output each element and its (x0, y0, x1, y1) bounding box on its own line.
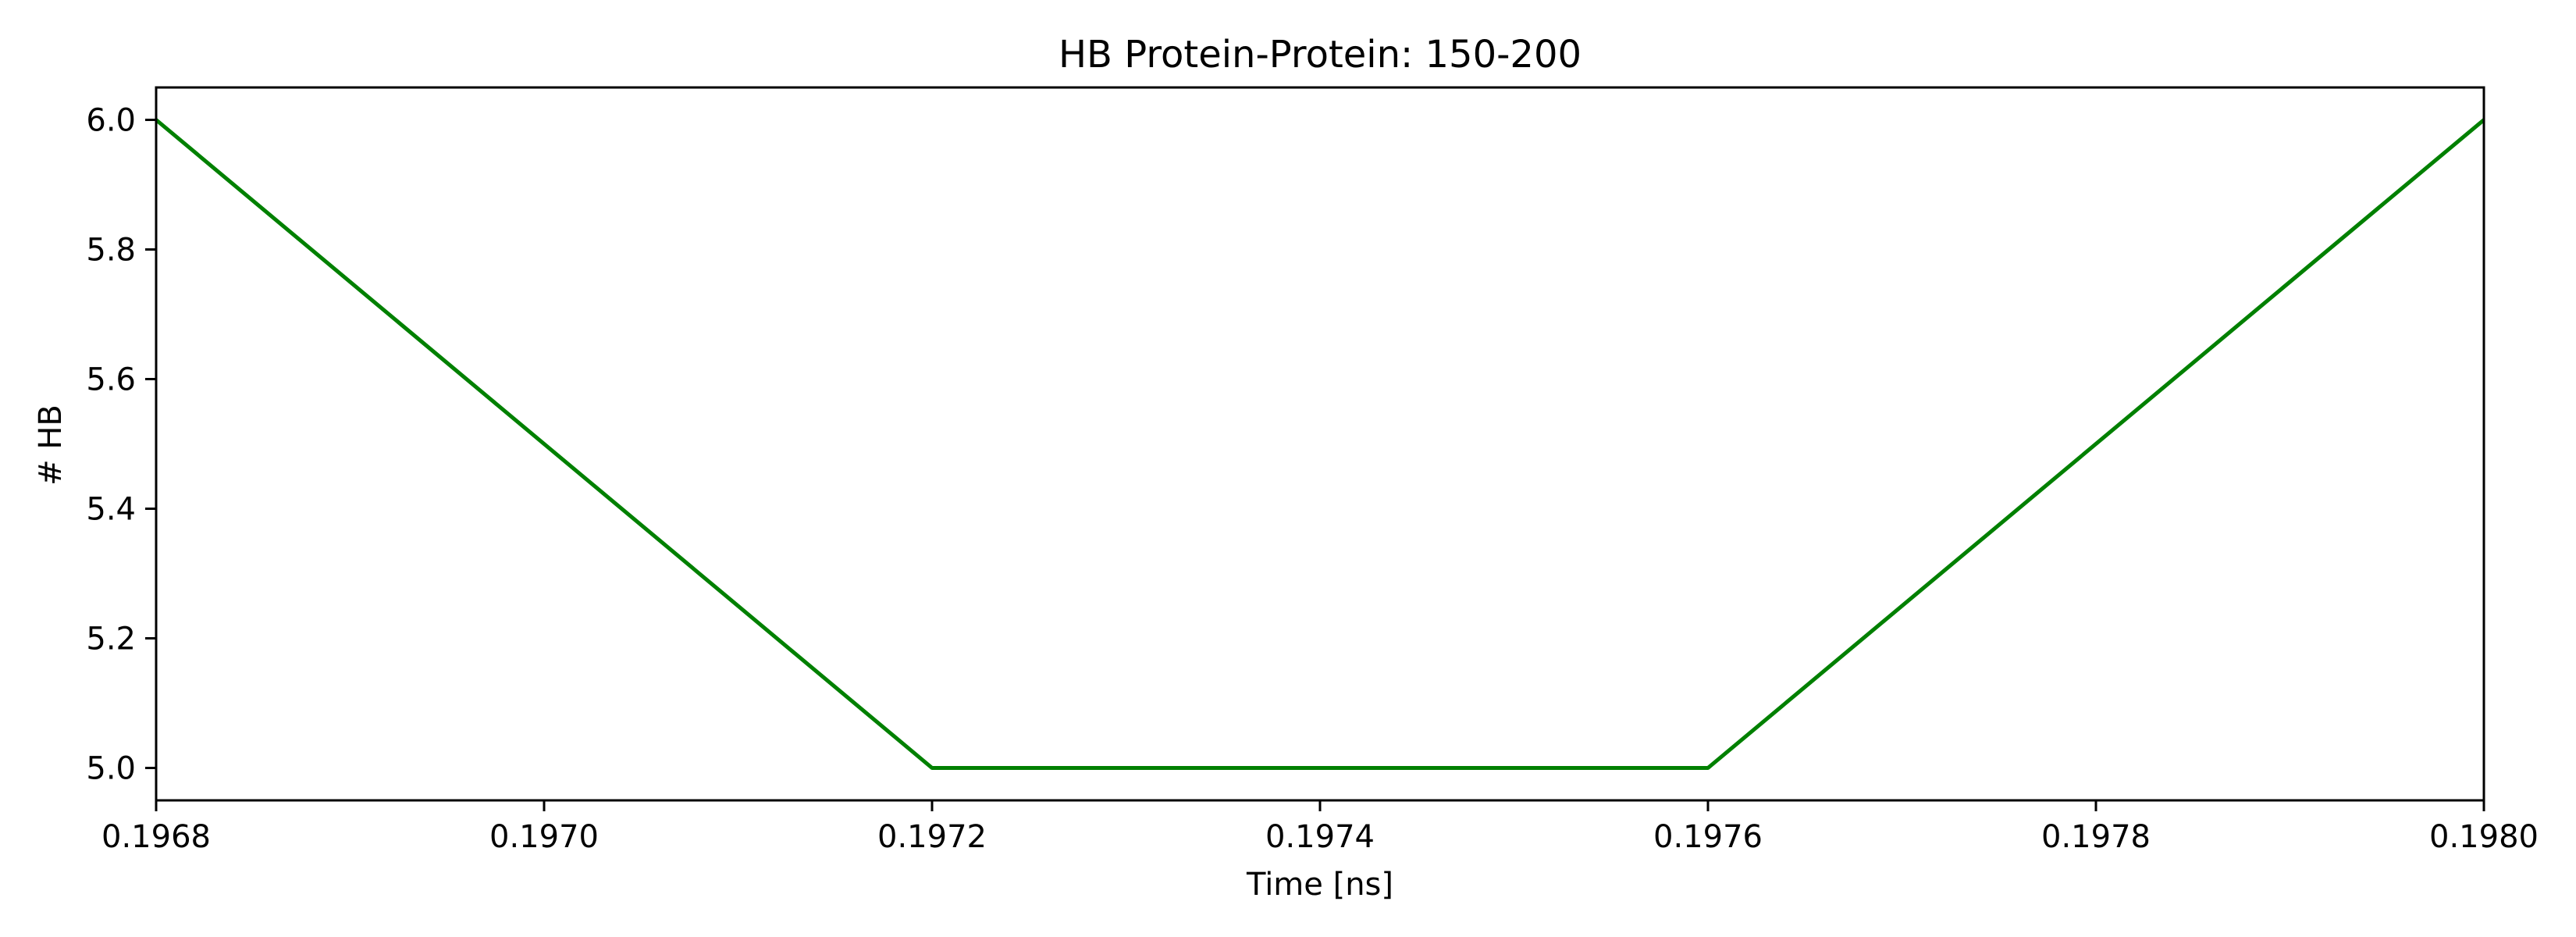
x-axis-label: Time [ns] (1246, 867, 1393, 903)
x-tick-label: 0.1980 (2429, 819, 2539, 855)
y-axis-label: # HB (33, 404, 69, 486)
x-tick-label: 0.1970 (489, 819, 599, 855)
plot-area (155, 86, 2485, 802)
x-tick-label: 0.1978 (2041, 819, 2151, 855)
x-axis: 0.1968 0.1970 0.1972 0.1974 0.1976 0.1978 0.19… (101, 800, 2539, 855)
x-tick-label: 0.1976 (1653, 819, 1763, 855)
x-tick-label: 0.1974 (1265, 819, 1375, 855)
y-tick-label: 5.0 (86, 751, 136, 787)
y-tick-label: 5.2 (86, 622, 136, 657)
y-tick-label: 5.8 (86, 233, 136, 269)
y-axis: 5.0 5.2 5.4 5.6 5.8 6.0 (86, 103, 156, 787)
y-tick-label: 6.0 (86, 103, 136, 139)
y-tick-label: 5.6 (86, 362, 136, 398)
series-line-0 (155, 118, 2485, 770)
axes-frame (155, 86, 2485, 802)
y-tick-label: 5.4 (86, 492, 136, 528)
chart-title: HB Protein-Protein: 150-200 (1059, 33, 1582, 77)
x-tick-label: 0.1968 (101, 819, 211, 855)
x-tick-label: 0.1972 (877, 819, 987, 855)
